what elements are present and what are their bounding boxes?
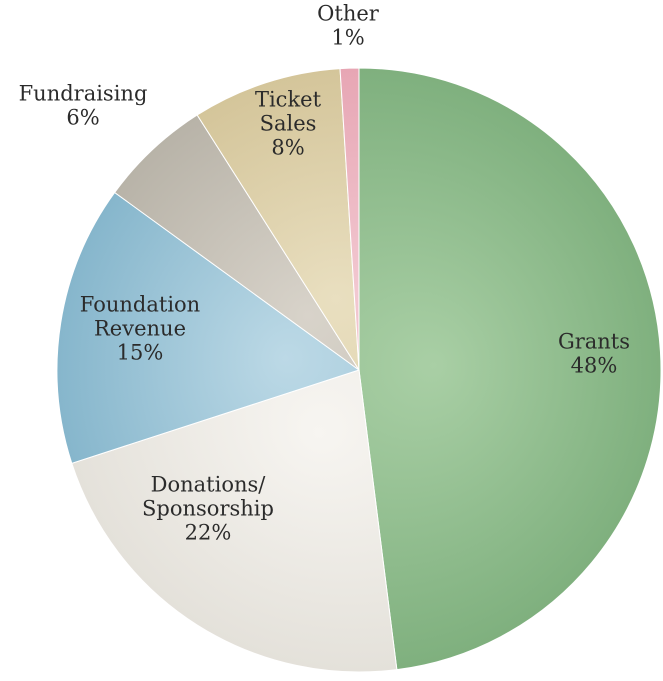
slice-label-fundraising: Fundraising 6% [19, 82, 148, 130]
slice-label-other: Other 1% [317, 2, 380, 50]
slice-label-line: 8% [271, 136, 304, 160]
slice-label-line: 48% [571, 354, 618, 378]
slice-label-line: Grants [558, 330, 630, 354]
slice-label-line: 22% [185, 521, 232, 545]
slice-label-line: 15% [117, 341, 164, 365]
slice-label-line: 1% [331, 26, 364, 50]
slice-label-ticket-sales: Ticket Sales 8% [255, 88, 322, 160]
slice-label-line: Sales [260, 112, 317, 136]
pie-slice-ticket-sales [196, 68, 360, 371]
slice-label-line: Sponsorship [142, 497, 274, 521]
slice-label-grants: Grants 48% [558, 330, 630, 378]
slice-label-line: Ticket [255, 88, 322, 112]
slice-label-donations-sponsorship: Donations/Sponsorship 22% [142, 473, 274, 545]
slice-label-foundation-revenue: Foundation Revenue 15% [80, 293, 200, 365]
slice-label-line: Donations/ [151, 473, 267, 497]
slice-label-line: Revenue [94, 317, 186, 341]
slice-label-line: Foundation [80, 293, 200, 317]
slice-label-line: Other [317, 2, 380, 26]
pie-slice-donations-sponsorship [71, 369, 398, 673]
pie-slices [56, 67, 662, 673]
pie-slice-other [339, 67, 360, 371]
slice-label-line: Fundraising [19, 82, 148, 106]
slice-label-line: 6% [66, 106, 99, 130]
pie-slice-foundation-revenue [56, 191, 361, 464]
pie-labels: Grants 48% Donations/Sponsorship 22% Foundat… [19, 2, 630, 545]
pie-slice-grants [358, 67, 662, 671]
